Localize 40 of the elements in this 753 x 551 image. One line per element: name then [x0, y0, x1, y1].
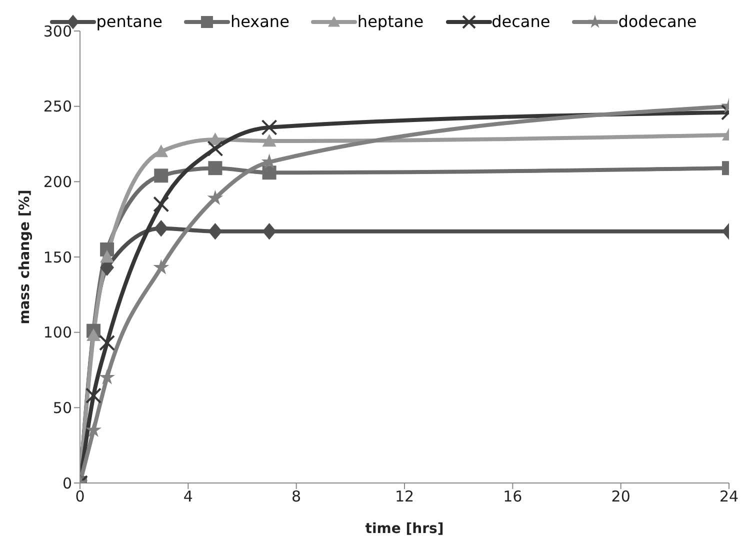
point: [153, 196, 170, 212]
point: [154, 168, 168, 183]
y-tick-label: 50: [52, 398, 72, 417]
legend-label: heptane: [357, 12, 424, 31]
x-tick-label: 4: [183, 488, 193, 506]
y-tick-label: 100: [43, 324, 72, 342]
x-axis-title: time [hrs]: [365, 521, 444, 537]
point: [154, 220, 168, 237]
point: [262, 222, 276, 240]
legend-label: dodecane: [618, 12, 697, 31]
point: [99, 369, 116, 384]
point: [154, 144, 168, 158]
point: [207, 190, 224, 206]
point: [262, 134, 276, 147]
point: [207, 140, 224, 157]
x-tick-label: 16: [503, 488, 522, 506]
point: [262, 166, 276, 180]
point: [86, 422, 102, 438]
y-tick-label: 150: [43, 248, 72, 266]
x-tick-label: 12: [394, 488, 414, 506]
y-tick-label: 300: [43, 22, 72, 40]
y-tick-label: 200: [43, 172, 72, 191]
legend-label: hexane: [230, 12, 290, 31]
legend-label: decane: [492, 12, 550, 31]
x-tick-label: 8: [292, 488, 302, 506]
point: [153, 259, 170, 274]
point: [261, 119, 278, 136]
x-tick-label: 20: [611, 488, 630, 506]
y-tick-label: 0: [62, 474, 72, 492]
x-tick-label: 0: [75, 488, 85, 506]
x-tick-label: 24: [719, 488, 739, 506]
point: [100, 250, 114, 263]
legend-label: pentane: [96, 12, 162, 31]
point: [86, 388, 102, 404]
point: [86, 328, 101, 341]
y-axis-title: mass change [%]: [16, 190, 33, 324]
point: [99, 334, 116, 351]
point: [208, 222, 222, 240]
y-tick-label: 250: [43, 98, 72, 116]
point: [208, 161, 222, 176]
